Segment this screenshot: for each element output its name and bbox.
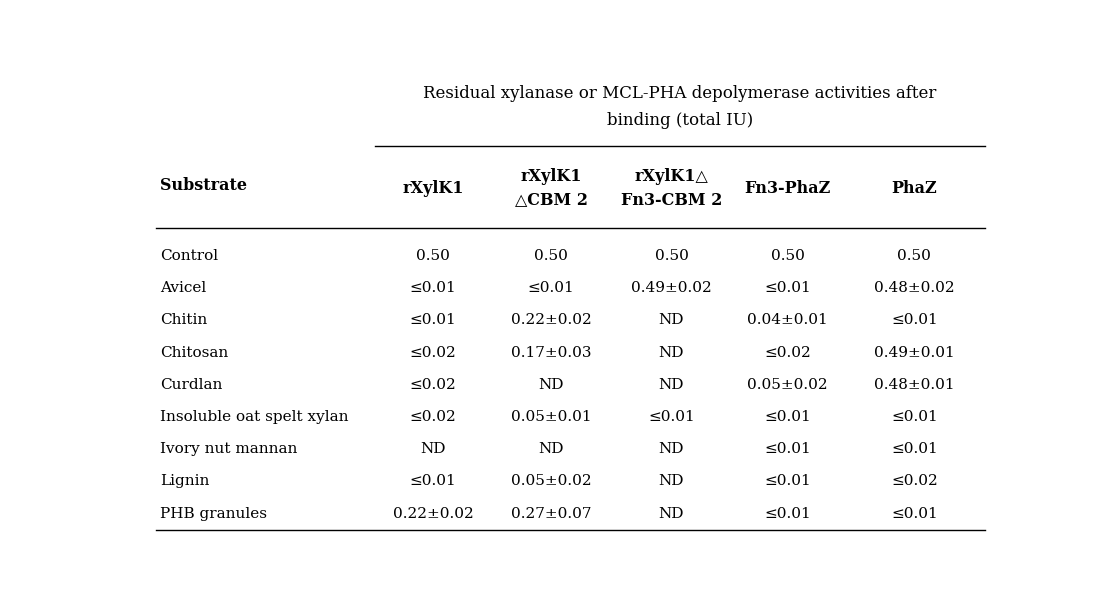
Text: ≤0.01: ≤0.01: [891, 314, 938, 328]
Text: ≤0.02: ≤0.02: [409, 378, 457, 392]
Text: 0.50: 0.50: [535, 249, 568, 263]
Text: 0.27±0.07: 0.27±0.07: [511, 507, 591, 521]
Text: 0.05±0.02: 0.05±0.02: [511, 475, 591, 489]
Text: ND: ND: [659, 346, 684, 360]
Text: ≤0.02: ≤0.02: [409, 346, 457, 360]
Text: Substrate: Substrate: [160, 178, 247, 195]
Text: Control: Control: [160, 249, 218, 263]
Text: Insoluble oat spelt xylan: Insoluble oat spelt xylan: [160, 410, 348, 424]
Text: ≤0.01: ≤0.01: [409, 281, 457, 295]
Text: 0.17±0.03: 0.17±0.03: [511, 346, 591, 360]
Text: ND: ND: [659, 442, 684, 456]
Text: Lignin: Lignin: [160, 475, 210, 489]
Text: ≤0.01: ≤0.01: [764, 281, 811, 295]
Text: Ivory nut mannan: Ivory nut mannan: [160, 442, 297, 456]
Text: 0.50: 0.50: [654, 249, 689, 263]
Text: ≤0.01: ≤0.01: [648, 410, 695, 424]
Text: 0.50: 0.50: [771, 249, 804, 263]
Text: 0.22±0.02: 0.22±0.02: [511, 314, 591, 328]
Text: Residual xylanase or MCL-PHA depolymerase activities after
binding (total IU): Residual xylanase or MCL-PHA depolymeras…: [424, 85, 937, 129]
Text: ≤0.02: ≤0.02: [891, 475, 938, 489]
Text: ≤0.02: ≤0.02: [409, 410, 457, 424]
Text: ≤0.01: ≤0.01: [891, 507, 938, 521]
Text: Chitin: Chitin: [160, 314, 207, 328]
Text: rXylK1△
Fn3-CBM 2: rXylK1△ Fn3-CBM 2: [621, 168, 722, 209]
Text: ≤0.01: ≤0.01: [764, 507, 811, 521]
Text: PHB granules: PHB granules: [160, 507, 267, 521]
Text: 0.48±0.02: 0.48±0.02: [874, 281, 955, 295]
Text: 0.04±0.01: 0.04±0.01: [747, 314, 828, 328]
Text: 0.50: 0.50: [416, 249, 450, 263]
Text: ≤0.01: ≤0.01: [764, 410, 811, 424]
Text: 0.05±0.01: 0.05±0.01: [511, 410, 591, 424]
Text: ≤0.01: ≤0.01: [528, 281, 574, 295]
Text: ND: ND: [539, 378, 563, 392]
Text: ≤0.01: ≤0.01: [409, 475, 457, 489]
Text: rXylK1: rXylK1: [403, 180, 464, 197]
Text: 0.05±0.02: 0.05±0.02: [747, 378, 827, 392]
Text: 0.22±0.02: 0.22±0.02: [393, 507, 474, 521]
Text: ≤0.01: ≤0.01: [891, 442, 938, 456]
Text: ≤0.01: ≤0.01: [891, 410, 938, 424]
Text: Fn3-PhaZ: Fn3-PhaZ: [744, 180, 831, 197]
Text: 0.49±0.02: 0.49±0.02: [631, 281, 712, 295]
Text: ND: ND: [420, 442, 446, 456]
Text: 0.48±0.01: 0.48±0.01: [874, 378, 955, 392]
Text: ≤0.01: ≤0.01: [764, 475, 811, 489]
Text: rXylK1
△CBM 2: rXylK1 △CBM 2: [515, 168, 588, 209]
Text: ≤0.02: ≤0.02: [764, 346, 811, 360]
Text: Avicel: Avicel: [160, 281, 206, 295]
Text: Curdlan: Curdlan: [160, 378, 223, 392]
Text: ND: ND: [659, 314, 684, 328]
Text: 0.50: 0.50: [897, 249, 932, 263]
Text: Chitosan: Chitosan: [160, 346, 228, 360]
Text: ND: ND: [659, 507, 684, 521]
Text: PhaZ: PhaZ: [892, 180, 937, 197]
Text: ND: ND: [659, 378, 684, 392]
Text: ≤0.01: ≤0.01: [764, 442, 811, 456]
Text: ND: ND: [539, 442, 563, 456]
Text: ≤0.01: ≤0.01: [409, 314, 457, 328]
Text: 0.49±0.01: 0.49±0.01: [874, 346, 955, 360]
Text: ND: ND: [659, 475, 684, 489]
